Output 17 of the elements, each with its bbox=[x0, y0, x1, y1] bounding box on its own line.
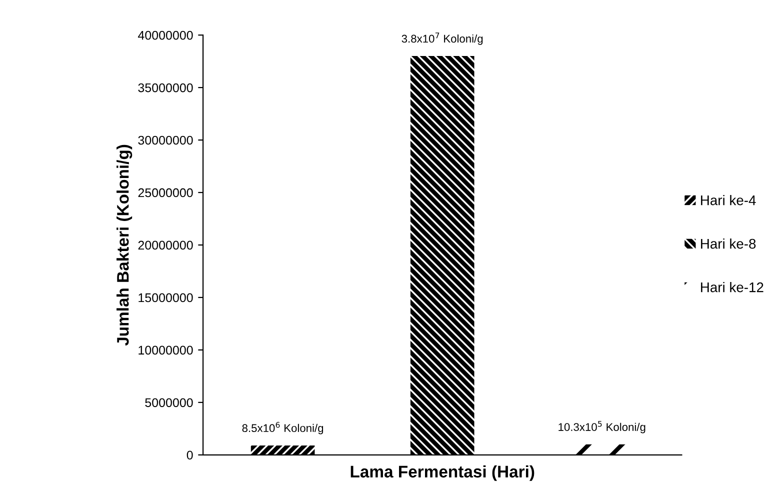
legend-label: Hari ke-8 bbox=[701, 238, 756, 249]
annotation: 3.8x10$^{7}$ Koloni/g bbox=[402, 32, 483, 45]
annotation: 10.3x10$^{5}$ Koloni/g bbox=[558, 420, 646, 434]
y-tick-label: 30000000 bbox=[138, 136, 193, 145]
y-tick-label: 35000000 bbox=[138, 83, 193, 92]
legend-label: Hari ke-4 bbox=[701, 195, 756, 206]
y-tick-label: 15000000 bbox=[138, 293, 193, 302]
annotation: 8.5x10$^{6}$ Koloni/g bbox=[242, 422, 324, 434]
x-axis-title: Lama Fermentasi (Hari) bbox=[350, 465, 534, 481]
y-tick-label: 25000000 bbox=[138, 188, 193, 198]
y-tick-label: 20000000 bbox=[138, 240, 193, 250]
y-tick-label: 10000000 bbox=[138, 346, 193, 355]
y-axis-title: Jumlah Bakteri (Koloni/g) bbox=[116, 144, 132, 346]
y-tick-label: 40000000 bbox=[138, 30, 193, 40]
y-tick-label: 5000000 bbox=[145, 398, 193, 408]
legend-label: Hari ke-12 bbox=[701, 282, 764, 292]
y-tick-label: 0 bbox=[186, 450, 193, 460]
